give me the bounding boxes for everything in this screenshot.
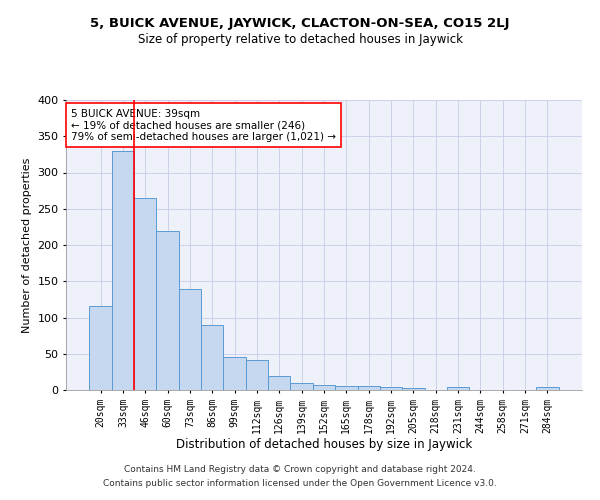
Bar [335, 386, 358, 390]
Bar [268, 376, 290, 390]
Bar [358, 386, 380, 390]
Bar [179, 288, 201, 390]
X-axis label: Distribution of detached houses by size in Jaywick: Distribution of detached houses by size … [176, 438, 472, 452]
Bar [313, 385, 335, 390]
Bar [402, 388, 425, 390]
Bar [112, 151, 134, 390]
Bar [134, 198, 157, 390]
Bar [223, 358, 246, 390]
Bar [290, 384, 313, 390]
Bar [157, 230, 179, 390]
Bar [201, 325, 223, 390]
Bar [89, 306, 112, 390]
Bar [246, 360, 268, 390]
Bar [447, 387, 469, 390]
Text: 5 BUICK AVENUE: 39sqm
← 19% of detached houses are smaller (246)
79% of semi-det: 5 BUICK AVENUE: 39sqm ← 19% of detached … [71, 108, 336, 142]
Text: 5, BUICK AVENUE, JAYWICK, CLACTON-ON-SEA, CO15 2LJ: 5, BUICK AVENUE, JAYWICK, CLACTON-ON-SEA… [90, 18, 510, 30]
Bar [380, 387, 402, 390]
Y-axis label: Number of detached properties: Number of detached properties [22, 158, 32, 332]
Text: Size of property relative to detached houses in Jaywick: Size of property relative to detached ho… [137, 32, 463, 46]
Bar [536, 387, 559, 390]
Text: Contains HM Land Registry data © Crown copyright and database right 2024.
Contai: Contains HM Land Registry data © Crown c… [103, 466, 497, 487]
